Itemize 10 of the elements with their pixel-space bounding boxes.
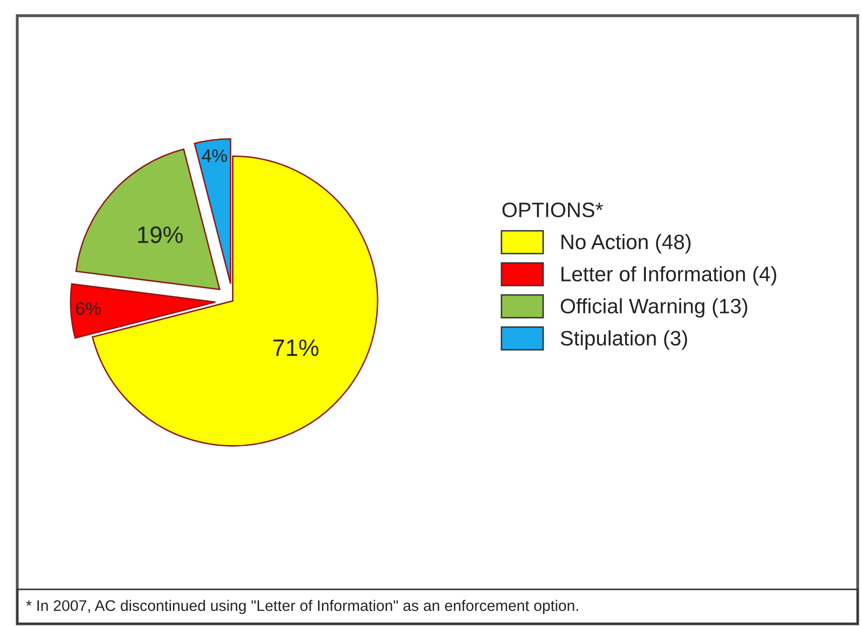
data-label: 6% [76,302,101,315]
legend-label: No Action (48) [562,234,691,254]
legend-label: Official Warning (13) [560,298,748,318]
legend-label: Stipulation (3) [560,330,688,350]
data-label: 71% [273,340,318,356]
data-label: 19% [138,226,183,244]
legend-label: Letter of Information (4) [562,266,776,286]
legend-title: OPTIONS* [502,202,604,218]
text: * In 2007, AC discontinued using "Letter of Information" as an enforcement option. [26,600,578,614]
data-label: 4% [202,149,227,162]
